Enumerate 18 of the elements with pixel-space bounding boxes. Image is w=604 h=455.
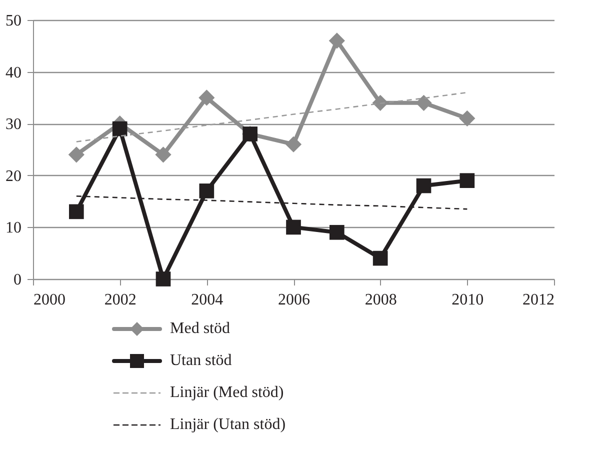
y-tick-label: 30 (6, 116, 22, 134)
legend-label: Med stöd (170, 320, 230, 338)
x-tick-label: 2004 (191, 292, 224, 308)
x-tick-label: 2006 (278, 292, 310, 308)
y-tick-label: 20 (6, 168, 22, 185)
legend-label: Linjär (Med stöd) (170, 384, 284, 402)
x-tick-label: 2008 (364, 292, 397, 308)
x-tick-label: 2000 (34, 292, 66, 308)
legend-label: Utan stöd (170, 352, 232, 370)
x-tick-label: 2002 (104, 292, 136, 308)
x-tick-label: 2010 (452, 292, 484, 308)
line-series (76, 92, 468, 142)
y-tick-label: 40 (6, 64, 22, 82)
y-tick-label: 50 (6, 12, 22, 30)
legend-label: Linjär (Utan stöd) (170, 416, 286, 434)
x-tick-label: 2012 (522, 292, 554, 308)
y-tick-label: 10 (6, 220, 22, 237)
y-tick-label: 0 (14, 272, 22, 288)
